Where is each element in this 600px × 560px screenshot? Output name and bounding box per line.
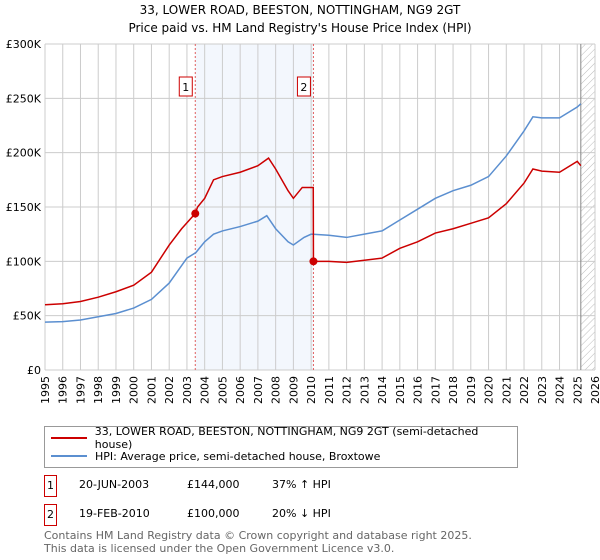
x-tick-label: 2002	[163, 376, 176, 404]
x-tick-label: 1995	[39, 376, 52, 404]
annotation-label: 2	[300, 81, 307, 94]
footer-copyright: Contains HM Land Registry data © Crown c…	[44, 529, 472, 542]
x-tick-label: 2016	[412, 376, 425, 404]
legend: 33, LOWER ROAD, BEESTON, NOTTINGHAM, NG9…	[44, 425, 518, 468]
sale-point	[309, 257, 318, 266]
legend-item-hpi: HPI: Average price, semi-detached house,…	[51, 448, 380, 464]
transaction-hpi: 37% ↑ HPI	[272, 477, 331, 491]
x-tick-label: 2019	[465, 376, 478, 404]
y-tick-label: £200K	[6, 147, 42, 160]
annotation-box	[296, 76, 311, 97]
y-tick-label: £150K	[6, 201, 42, 214]
price-chart: 33, LOWER ROAD, BEESTON, NOTTINGHAM, NG9…	[6, 3, 600, 404]
x-tick-label: 2000	[128, 376, 141, 404]
legend-item-property: 33, LOWER ROAD, BEESTON, NOTTINGHAM, NG9…	[51, 425, 517, 451]
x-tick-label: 2006	[234, 376, 247, 404]
x-tick-label: 2017	[429, 376, 442, 404]
transaction-number: 2	[44, 504, 57, 526]
y-tick-label: £100K	[6, 255, 42, 268]
x-tick-label: 2026	[589, 376, 600, 404]
price-paid-line	[44, 157, 582, 306]
footer-licence: This data is licensed under the Open Gov…	[44, 542, 395, 555]
legend-swatch-blue	[51, 455, 87, 457]
hpi-line	[44, 103, 582, 323]
y-tick-label: £0	[27, 364, 41, 377]
x-tick-label: 1998	[92, 376, 105, 404]
x-tick-label: 2023	[536, 376, 549, 404]
x-tick-label: 2025	[571, 376, 584, 404]
sale-point	[191, 209, 200, 218]
x-tick-label: 2007	[252, 376, 265, 404]
x-tick-label: 2012	[341, 376, 354, 404]
x-tick-label: 2005	[216, 376, 229, 404]
x-tick-label: 1997	[74, 376, 87, 404]
x-tick-label: 2010	[305, 376, 318, 404]
chart-title: 33, LOWER ROAD, BEESTON, NOTTINGHAM, NG9…	[140, 3, 461, 17]
x-tick-label: 2009	[287, 376, 300, 404]
x-tick-label: 1996	[57, 376, 70, 404]
transaction-price: £144,000	[187, 477, 240, 491]
annotation-box	[178, 76, 193, 97]
x-tick-label: 2004	[199, 376, 212, 404]
legend-label: HPI: Average price, semi-detached house,…	[95, 449, 381, 463]
x-tick-label: 2022	[518, 376, 531, 404]
footer: Contains HM Land Registry data © Crown c…	[44, 529, 472, 555]
x-tick-label: 2024	[554, 376, 567, 404]
transaction-price: £100,000	[187, 506, 240, 520]
y-tick-label: £50K	[13, 310, 42, 323]
y-tick-label: £300K	[6, 38, 42, 51]
y-tick-label: £250K	[6, 92, 42, 105]
transaction-number: 1	[44, 475, 57, 497]
x-tick-label: 2011	[323, 376, 336, 404]
x-tick-label: 2013	[358, 376, 371, 404]
annotation-label: 1	[182, 81, 189, 94]
x-tick-label: 2008	[270, 376, 283, 404]
transaction-date: 20-JUN-2003	[79, 477, 150, 491]
transaction-date: 19-FEB-2010	[79, 506, 150, 520]
x-tick-label: 1999	[110, 376, 123, 404]
chart-subtitle: Price paid vs. HM Land Registry's House …	[128, 21, 471, 35]
legend-swatch-red	[51, 437, 87, 439]
legend-label: 33, LOWER ROAD, BEESTON, NOTTINGHAM, NG9…	[94, 425, 479, 451]
x-tick-label: 2003	[181, 376, 194, 404]
x-tick-label: 2014	[376, 376, 389, 404]
x-tick-label: 2018	[447, 376, 460, 404]
transaction-hpi: 20% ↓ HPI	[272, 506, 331, 520]
x-tick-label: 2020	[483, 376, 496, 404]
x-tick-label: 2001	[145, 376, 158, 404]
x-tick-label: 2015	[394, 376, 407, 404]
x-tick-label: 2021	[500, 376, 513, 404]
